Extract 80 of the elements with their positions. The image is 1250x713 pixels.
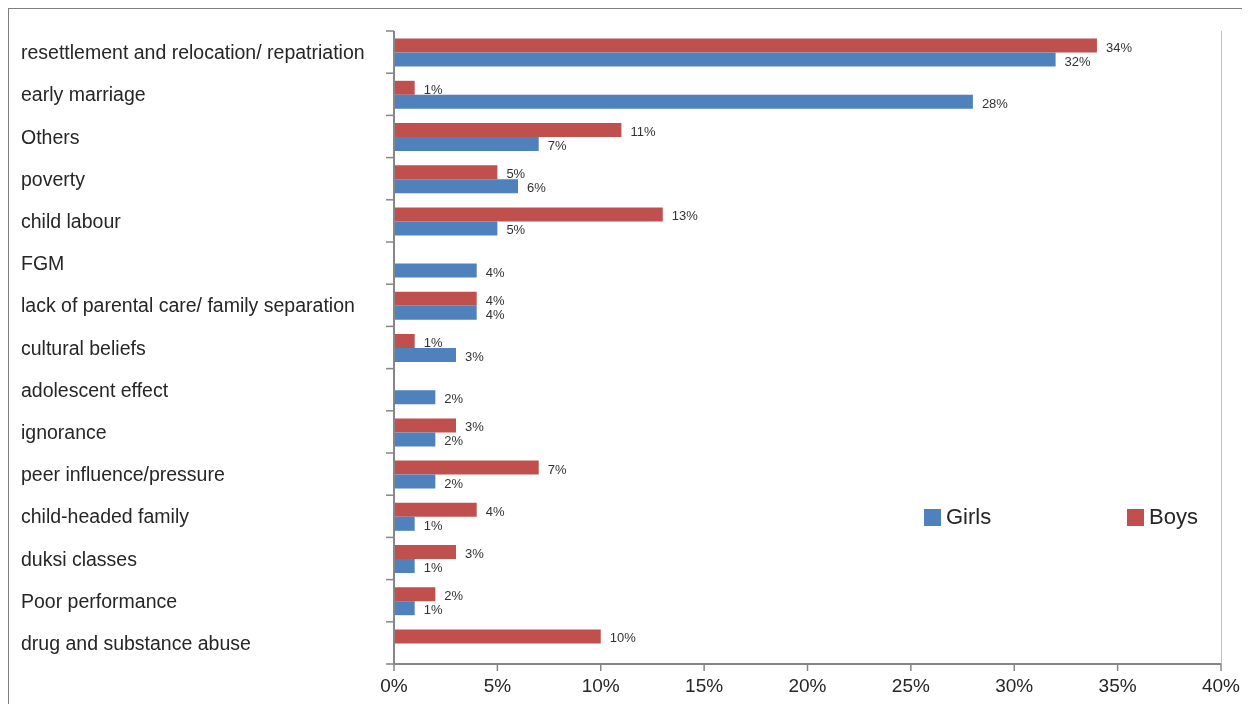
data-label: 1% (423, 81, 443, 97)
data-label: 32% (1064, 53, 1092, 69)
bar (394, 207, 663, 222)
data-label: 7% (547, 137, 567, 153)
bar (394, 179, 519, 194)
bar (394, 123, 622, 137)
bar (394, 502, 477, 517)
bar (394, 601, 415, 616)
data-label: 7% (547, 461, 567, 477)
bar (394, 221, 498, 236)
bar (394, 432, 436, 447)
y-tick-label: lack of parental care/ family separation (21, 294, 355, 317)
data-label: 34% (1105, 39, 1133, 55)
y-tick-label: adolescent effect (21, 378, 169, 401)
x-tick-label: 10% (581, 675, 620, 697)
bar (394, 474, 436, 489)
data-label: 5% (506, 221, 526, 237)
bar (394, 545, 457, 559)
data-label: 1% (423, 601, 443, 617)
data-label: 2% (444, 587, 464, 603)
data-label: 3% (465, 348, 485, 364)
y-tick-label: ignorance (21, 420, 107, 443)
bar (394, 629, 601, 644)
bar (394, 305, 477, 320)
data-label: 3% (465, 545, 485, 561)
y-tick-label: duksi classes (21, 547, 138, 570)
y-tick-label: resettlement and relocation/ repatriation (21, 41, 365, 64)
y-tick-label: child labour (21, 209, 122, 232)
y-tick-label: Others (21, 125, 80, 148)
bar (394, 38, 1097, 53)
bar (394, 52, 1056, 67)
x-tick-label: 40% (1201, 675, 1241, 697)
data-label: 4% (485, 264, 505, 280)
legend-label: Boys (1149, 504, 1198, 530)
y-tick-label: child-headed family (21, 505, 190, 528)
x-tick-label: 5% (483, 675, 512, 697)
data-label: 1% (423, 559, 443, 575)
data-label: 1% (423, 334, 443, 350)
x-tick-label: 20% (788, 675, 827, 697)
x-tick-label: 30% (995, 675, 1034, 697)
bar (394, 263, 477, 278)
data-label: 4% (485, 503, 505, 519)
data-label: 2% (444, 475, 464, 491)
data-label: 4% (485, 306, 505, 322)
data-label: 4% (485, 292, 505, 308)
data-label: 2% (444, 432, 464, 448)
bar (394, 94, 973, 109)
bar (394, 80, 415, 95)
bar (394, 390, 436, 405)
x-tick-label: 35% (1098, 675, 1137, 697)
y-tick-label: poverty (21, 167, 86, 190)
bar (394, 559, 415, 573)
bar (394, 334, 415, 348)
data-label: 5% (506, 165, 526, 181)
data-label: 2% (444, 390, 464, 406)
data-label: 28% (981, 95, 1009, 111)
y-tick-label: cultural beliefs (21, 336, 146, 359)
y-tick-label: FGM (21, 252, 65, 275)
legend-label: Girls (946, 504, 992, 530)
x-tick-label: 0% (380, 675, 408, 697)
bar (394, 516, 415, 531)
bar (394, 418, 457, 433)
data-label: 11% (630, 123, 656, 139)
y-tick-label: Poor performance (21, 589, 178, 612)
data-label: 1% (423, 517, 443, 533)
y-tick-label: early marriage (21, 83, 146, 106)
data-label: 13% (671, 207, 699, 223)
data-label: 10% (609, 629, 637, 645)
x-tick-label: 15% (685, 675, 724, 697)
bar (394, 460, 539, 475)
x-tick-label: 25% (891, 675, 930, 697)
y-tick-label: peer influence/pressure (21, 463, 225, 486)
bar (394, 291, 477, 306)
bar (394, 137, 539, 151)
data-label: 3% (465, 418, 485, 434)
bar (394, 348, 457, 362)
data-label: 6% (527, 179, 547, 195)
y-tick-label: drug and substance abuse (21, 631, 251, 654)
bar (394, 587, 436, 602)
bar (394, 165, 498, 180)
